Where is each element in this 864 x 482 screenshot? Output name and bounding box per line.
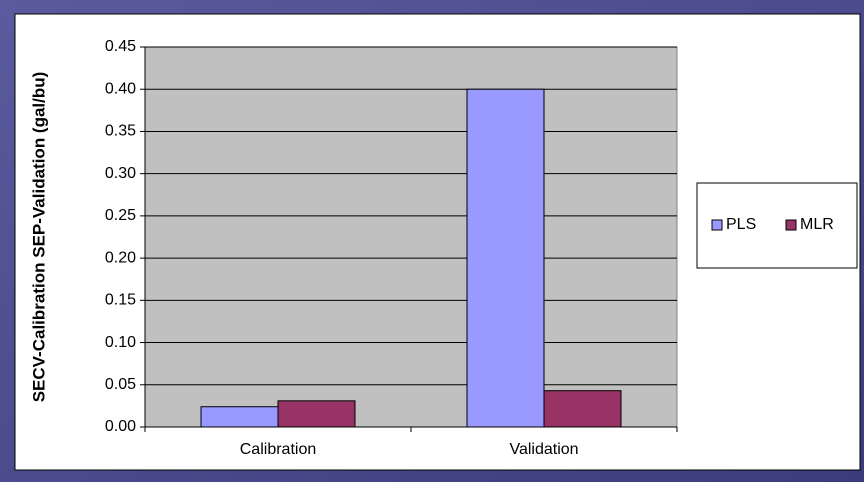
y-tick-label: 0.35 — [105, 123, 136, 140]
y-axis-title: SECV-Calibration SEP-Validation (gal/bu) — [29, 72, 48, 403]
legend-label: PLS — [726, 216, 756, 233]
y-tick-label: 0.40 — [105, 80, 136, 97]
legend-swatch — [711, 219, 723, 231]
x-tick-label: Validation — [509, 441, 578, 458]
bar — [277, 400, 356, 428]
y-tick-label: 0.15 — [105, 292, 136, 309]
y-tick-label: 0.25 — [105, 207, 136, 224]
legend-label: MLR — [800, 216, 834, 233]
bar — [466, 88, 545, 428]
y-tick-label: 0.10 — [105, 334, 136, 351]
legend-box — [696, 182, 858, 269]
bar — [543, 390, 622, 428]
y-tick-label: 0.20 — [105, 249, 136, 266]
bar — [200, 406, 279, 428]
y-tick-label: 0.05 — [105, 376, 136, 393]
x-tick-label: Calibration — [240, 441, 316, 458]
plot-area — [144, 46, 678, 428]
y-tick-label: 0.45 — [105, 38, 136, 55]
legend-swatch — [785, 219, 797, 231]
y-tick-label: 0.00 — [105, 418, 136, 435]
y-tick-label: 0.30 — [105, 165, 136, 182]
